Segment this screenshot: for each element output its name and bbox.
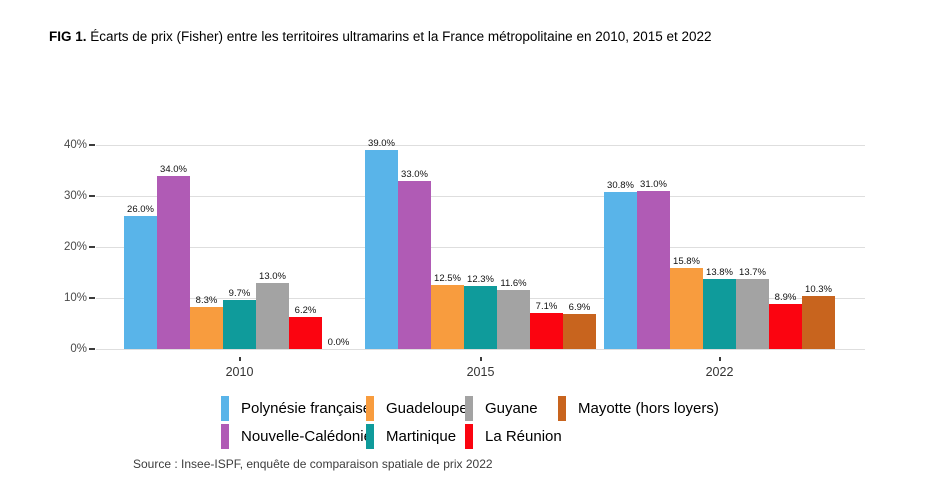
legend-swatch-icon	[221, 395, 229, 421]
y-axis-label: 20%	[63, 241, 87, 253]
legend-label: Mayotte (hors loyers)	[578, 399, 719, 417]
x-axis-tick	[479, 357, 482, 361]
source-note: Source : Insee-ISPF, enquête de comparai…	[133, 457, 493, 471]
legend-label: Guadeloupe	[386, 399, 468, 417]
gridline	[96, 196, 865, 197]
bar-value-martinique-2010: 9.7%	[228, 288, 251, 299]
y-axis-tick	[89, 246, 95, 248]
chart-legend: Polynésie française Guadeloupe Guyane Mayot…	[221, 394, 719, 450]
bar-value-guyane-2010: 13.0%	[259, 271, 286, 282]
legend-swatch-icon	[366, 395, 374, 421]
bar-martinique-2015	[464, 286, 497, 349]
y-axis-tick	[89, 348, 95, 350]
bar-value-nouvelle-caledonie-2010: 34.0%	[160, 164, 187, 175]
bar-value-polynesie-francaise-2022: 30.8%	[607, 180, 634, 191]
gridline	[96, 247, 865, 248]
bar-value-la-reunion-2010: 6.2%	[294, 305, 317, 316]
y-axis-tick	[89, 195, 95, 197]
legend-swatch-icon	[366, 423, 374, 449]
legend-swatch-icon	[465, 423, 473, 449]
bar-value-martinique-2022: 13.8%	[706, 267, 733, 278]
bar-la-reunion-2015	[530, 313, 563, 349]
x-axis-label-2010: 2010	[225, 365, 254, 379]
y-axis-label: 30%	[63, 190, 87, 202]
gridline	[96, 349, 865, 350]
legend-item-polynesie-francaise: Polynésie française	[221, 395, 371, 421]
bar-value-guadeloupe-2015: 12.5%	[434, 273, 461, 284]
bar-la-reunion-2010	[289, 317, 322, 349]
figure-title-text: Écarts de prix (Fisher) entre les territ…	[86, 29, 712, 44]
x-axis-tick	[238, 357, 241, 361]
bar-value-la-reunion-2022: 8.9%	[774, 292, 797, 303]
bar-value-nouvelle-caledonie-2022: 31.0%	[640, 179, 667, 190]
bar-value-polynesie-francaise-2010: 26.0%	[127, 204, 154, 215]
y-axis-label: 40%	[63, 139, 87, 151]
legend-row: Polynésie française Guadeloupe Guyane Mayot…	[221, 394, 719, 422]
figure-number: FIG 1.	[49, 29, 87, 44]
y-axis-label: 0%	[70, 343, 87, 355]
bar-value-guyane-2022: 13.7%	[739, 267, 766, 278]
legend-swatch-icon	[221, 423, 229, 449]
bar-value-mayotte-hors-loyers-2010: 0.0%	[327, 337, 350, 348]
legend-item-guyane: Guyane	[465, 395, 558, 421]
bar-value-mayotte-hors-loyers-2022: 10.3%	[805, 284, 832, 295]
legend-label: Martinique	[386, 427, 457, 445]
bar-value-guyane-2015: 11.6%	[500, 278, 527, 289]
bar-polynesie-francaise-2010	[124, 216, 157, 349]
bar-guyane-2022	[736, 279, 769, 349]
bar-value-mayotte-hors-loyers-2015: 6.9%	[568, 302, 591, 313]
bar-guadeloupe-2022	[670, 268, 703, 349]
legend-item-mayotte-hors-loyers: Mayotte (hors loyers)	[558, 395, 719, 421]
bar-value-guadeloupe-2022: 15.8%	[673, 256, 700, 267]
y-axis-label: 10%	[63, 292, 87, 304]
bar-polynesie-francaise-2022	[604, 192, 637, 349]
bar-la-reunion-2022	[769, 304, 802, 349]
y-axis-tick	[89, 297, 95, 299]
bar-value-polynesie-francaise-2015: 39.0%	[368, 138, 395, 149]
bar-nouvelle-caledonie-2022	[637, 191, 670, 349]
bar-nouvelle-caledonie-2010	[157, 176, 190, 349]
bar-value-guadeloupe-2010: 8.3%	[195, 295, 218, 306]
legend-label: Polynésie française	[241, 399, 372, 417]
bar-martinique-2010	[223, 300, 256, 349]
bar-mayotte-hors-loyers-2022	[802, 296, 835, 349]
bar-guyane-2015	[497, 290, 530, 349]
bar-guyane-2010	[256, 283, 289, 349]
x-axis-tick	[718, 357, 721, 361]
legend-row: Nouvelle-Calédonie Martinique La Réunion	[221, 422, 719, 450]
bar-value-martinique-2015: 12.3%	[467, 274, 494, 285]
legend-swatch-icon	[558, 395, 566, 421]
bar-guadeloupe-2015	[431, 285, 464, 349]
x-axis-label-2022: 2022	[705, 365, 734, 379]
legend-item-la-reunion: La Réunion	[465, 423, 562, 449]
legend-label: Nouvelle-Calédonie	[241, 427, 372, 445]
bar-mayotte-hors-loyers-2015	[563, 314, 596, 349]
legend-item-martinique: Martinique	[366, 423, 465, 449]
bar-value-la-reunion-2015: 7.1%	[535, 301, 558, 312]
legend-swatch-icon	[465, 395, 473, 421]
gridline	[96, 145, 865, 146]
bar-guadeloupe-2010	[190, 307, 223, 349]
legend-item-nouvelle-caledonie: Nouvelle-Calédonie	[221, 423, 372, 449]
x-axis-label-2015: 2015	[466, 365, 495, 379]
bar-polynesie-francaise-2015	[365, 150, 398, 349]
legend-label: Guyane	[485, 399, 538, 417]
legend-item-guadeloupe: Guadeloupe	[366, 395, 468, 421]
bar-value-nouvelle-caledonie-2015: 33.0%	[401, 169, 428, 180]
bar-nouvelle-caledonie-2015	[398, 181, 431, 349]
figure-title: FIG 1. Écarts de prix (Fisher) entre les…	[49, 29, 712, 44]
bar-martinique-2022	[703, 279, 736, 349]
legend-label: La Réunion	[485, 427, 562, 445]
y-axis-tick	[89, 144, 95, 146]
